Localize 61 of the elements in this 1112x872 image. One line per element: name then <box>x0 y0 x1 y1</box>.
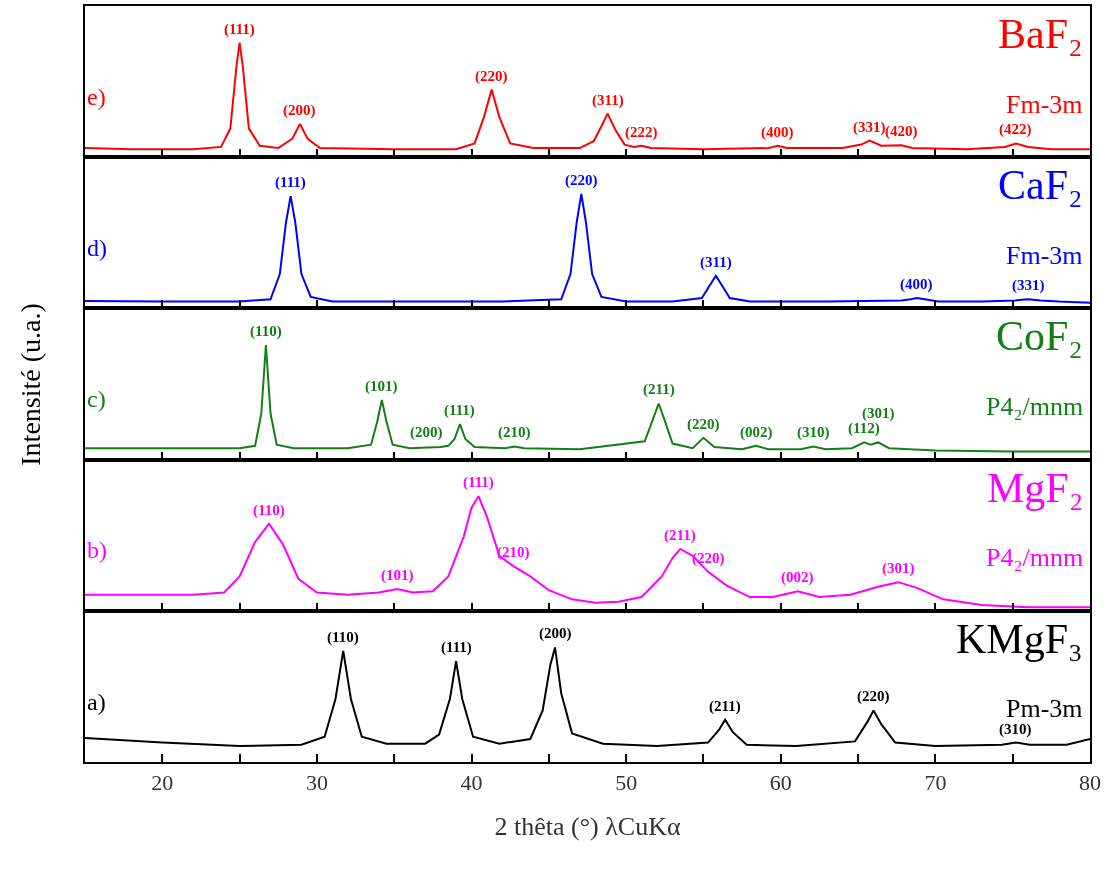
x-tick-label: 80 <box>1079 770 1101 796</box>
annotation: CaF₂ <box>998 162 1083 208</box>
annotation: (111) <box>463 474 494 491</box>
annotation: (310) <box>797 424 830 441</box>
annotation: (110) <box>327 629 359 646</box>
annotation: b) <box>87 537 107 563</box>
annotation: (220) <box>475 68 508 85</box>
annotation: (002) <box>781 569 814 586</box>
annotation: (101) <box>381 567 414 584</box>
annotation: P4₂/mnm <box>986 392 1084 421</box>
x-tick-label: 40 <box>460 770 483 796</box>
annotation: (200) <box>539 625 572 642</box>
annotation: (301) <box>862 405 895 422</box>
annotation: (101) <box>365 378 398 395</box>
annotation: (211) <box>643 381 675 398</box>
annotation: (311) <box>700 254 732 271</box>
x-tick-label: 70 <box>924 770 947 796</box>
annotation: (400) <box>761 124 794 141</box>
annotation: (222) <box>625 124 658 141</box>
annotation: (110) <box>253 502 285 519</box>
x-tick-label: 60 <box>769 770 792 796</box>
annotation: d) <box>87 235 107 261</box>
annotation: (420) <box>885 123 918 140</box>
annotation: MgF₂ <box>987 465 1084 511</box>
annotation: c) <box>87 386 106 412</box>
x-tick-label: 30 <box>305 770 328 796</box>
annotation: a) <box>87 689 106 715</box>
x-tick-label: 20 <box>151 770 174 796</box>
annotation: (111) <box>444 402 475 419</box>
annotation: Pm-3m <box>1006 694 1083 723</box>
annotation: (220) <box>687 416 720 433</box>
annotation: (220) <box>565 172 598 189</box>
annotation: e) <box>87 84 106 110</box>
annotation: (310) <box>999 721 1032 738</box>
annotation: (220) <box>857 688 890 705</box>
x-axis-title: 2 thêta (°) λCuKα <box>494 811 681 841</box>
annotation: (331) <box>1012 277 1045 294</box>
annotation: (110) <box>250 323 282 340</box>
annotation: (301) <box>882 560 915 577</box>
annotation: (200) <box>283 102 316 119</box>
annotation: (422) <box>999 121 1032 138</box>
annotation: P4₂/mnm <box>986 543 1084 572</box>
annotation: Fm-3m <box>1006 90 1083 119</box>
annotation: (331) <box>853 119 886 136</box>
annotation: (111) <box>441 639 472 656</box>
annotation: CoF₂ <box>996 313 1084 359</box>
annotation: (211) <box>709 698 741 715</box>
annotation: (112) <box>848 420 880 437</box>
annotation: (400) <box>900 276 933 293</box>
annotation: KMgF₃ <box>956 616 1083 662</box>
y-axis-title: Intensité (u.a.) <box>14 303 46 466</box>
annotation: (211) <box>664 527 696 544</box>
annotation: BaF₂ <box>998 11 1083 57</box>
annotation: (210) <box>498 424 531 441</box>
annotation: (311) <box>592 92 624 109</box>
annotation: (111) <box>224 21 255 38</box>
annotation: Fm-3m <box>1006 241 1083 270</box>
annotation: (111) <box>275 174 306 191</box>
annotation: (200) <box>410 424 443 441</box>
annotation: (002) <box>740 424 773 441</box>
x-tick-label: 50 <box>615 770 638 796</box>
